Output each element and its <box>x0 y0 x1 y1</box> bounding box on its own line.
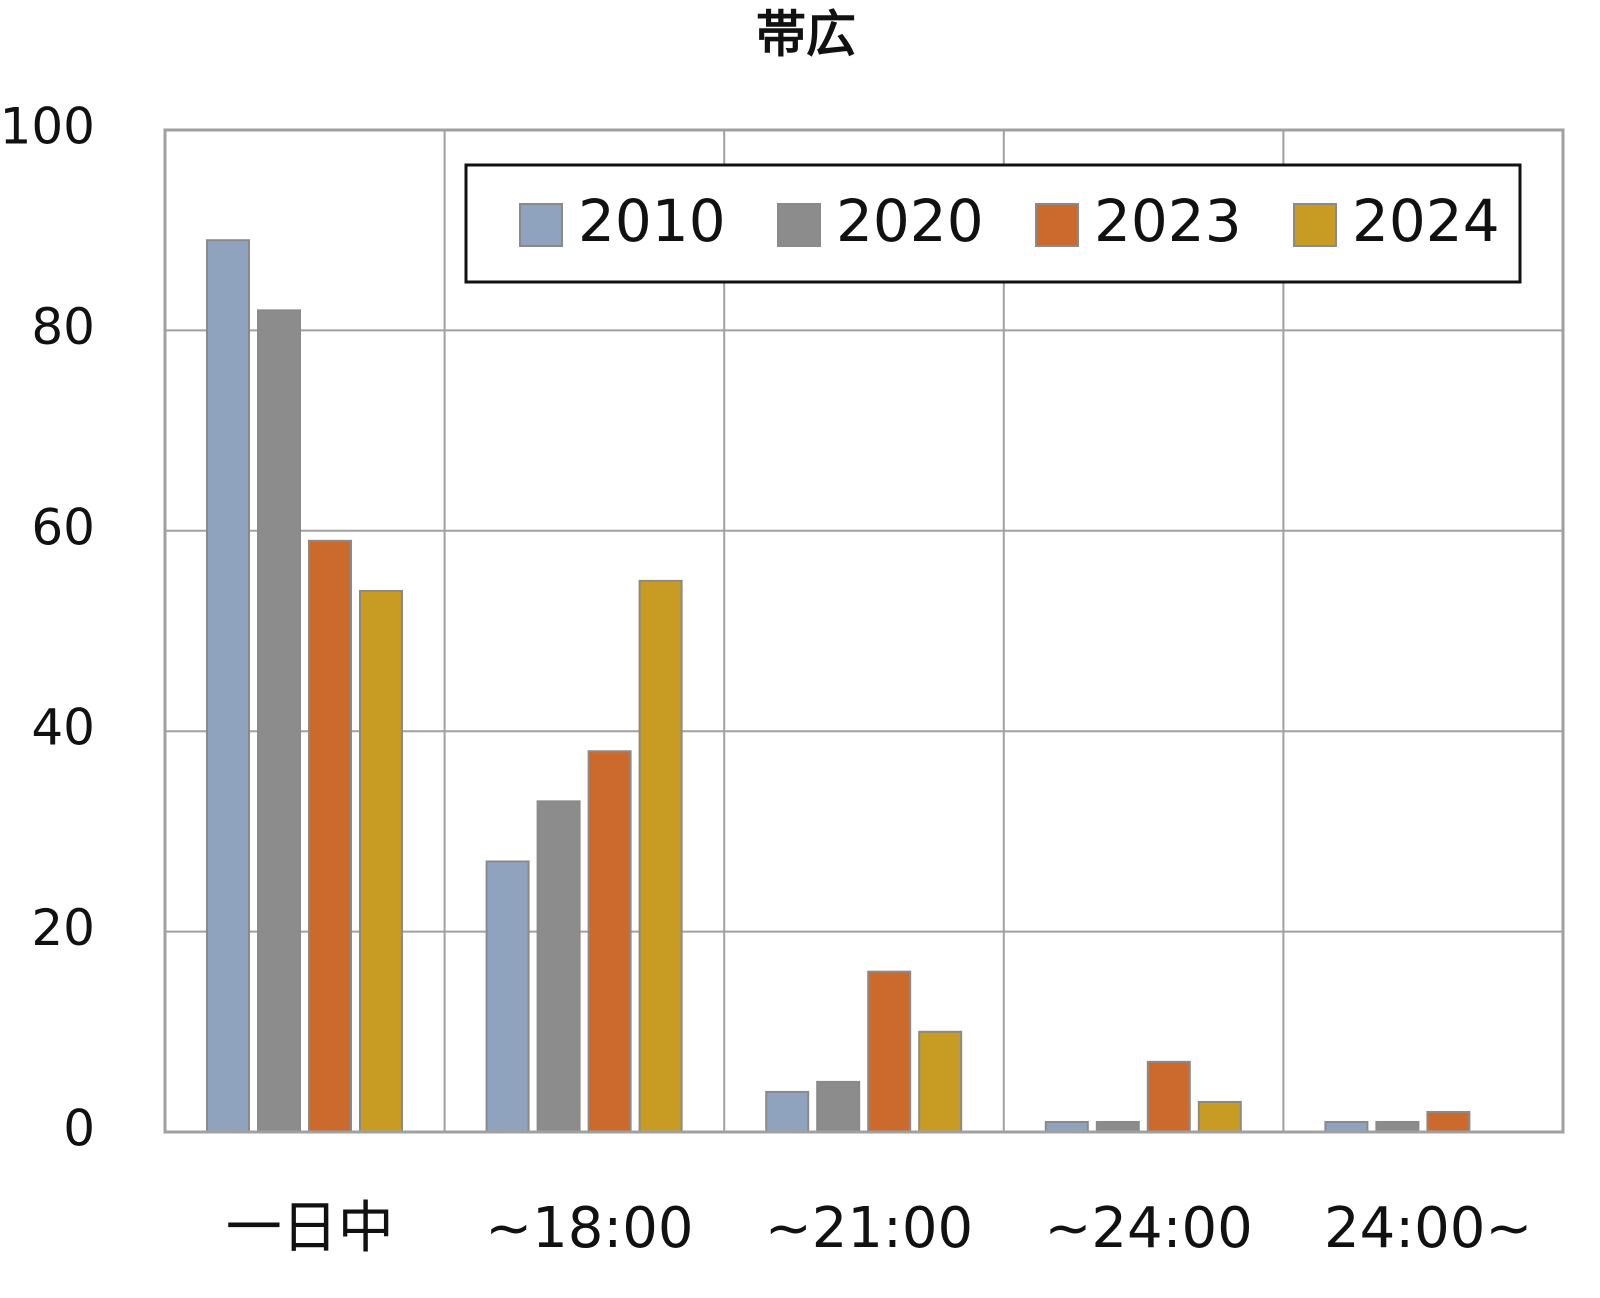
bar <box>918 1030 963 1134</box>
bar <box>638 579 683 1133</box>
legend-swatch <box>1293 203 1337 247</box>
bar <box>359 589 403 1133</box>
bar <box>1044 1120 1089 1133</box>
y-tick-label: 40 <box>31 699 95 757</box>
x-tick-label: 一日中 <box>226 1196 394 1261</box>
bar <box>308 539 352 1133</box>
bar <box>1197 1100 1242 1133</box>
bar <box>1324 1120 1369 1133</box>
chart-title: 帯広 <box>756 6 856 64</box>
x-tick-label: ~21:00 <box>765 1196 973 1261</box>
bar <box>206 239 250 1134</box>
legend-label: 2023 <box>1094 187 1242 255</box>
x-tick-label: 24:00~ <box>1324 1196 1532 1261</box>
legend-label: 2010 <box>578 187 726 255</box>
legend-label: 2020 <box>836 187 984 255</box>
bar <box>1095 1120 1140 1133</box>
bar <box>536 800 581 1134</box>
bar <box>1426 1110 1471 1133</box>
bar <box>765 1090 810 1134</box>
y-tick-label: 80 <box>31 298 95 356</box>
x-tick-label: ~18:00 <box>485 1196 693 1261</box>
legend-swatch <box>519 203 563 247</box>
legend-swatch <box>777 203 821 247</box>
bar <box>1146 1060 1191 1133</box>
bar <box>816 1080 861 1134</box>
bar <box>1375 1120 1420 1133</box>
y-tick-label: 100 <box>0 98 95 156</box>
y-tick-label: 0 <box>63 1100 95 1158</box>
bar <box>257 309 301 1133</box>
x-tick-label: ~24:00 <box>1044 1196 1252 1261</box>
legend-box <box>464 163 1522 284</box>
legend-label: 2024 <box>1352 187 1500 255</box>
bar <box>587 750 632 1133</box>
legend-swatch <box>1035 203 1079 247</box>
bar <box>867 970 912 1133</box>
y-tick-label: 60 <box>31 498 95 556</box>
bar <box>485 860 530 1134</box>
y-tick-label: 20 <box>31 899 95 957</box>
